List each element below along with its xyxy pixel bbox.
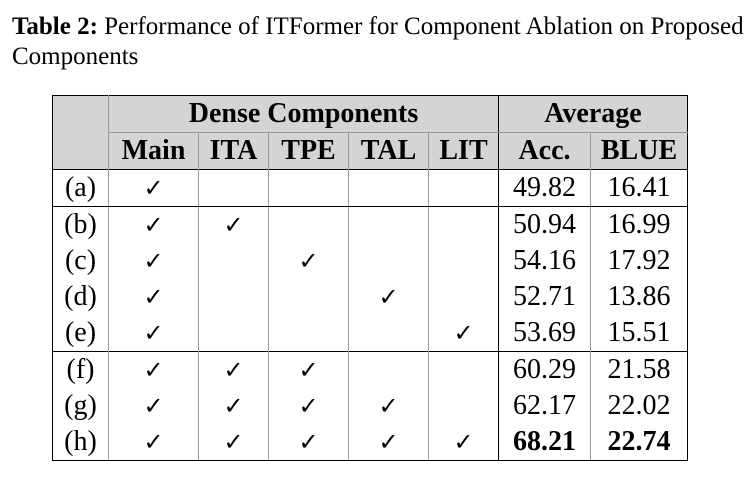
cell-acc: 60.29: [498, 351, 591, 388]
row-label: (g): [52, 388, 109, 424]
table-row: (a) ✓ 49.82 16.41: [52, 169, 688, 207]
cell-acc: 49.82: [498, 169, 591, 207]
cell-tal: [348, 315, 429, 352]
table-row: (d) ✓ ✓ 52.71 13.86: [52, 279, 688, 315]
header-corner-cell: [52, 132, 109, 170]
cell-blue: 22.02: [590, 388, 688, 424]
cell-blue: 15.51: [590, 315, 688, 352]
row-label: (e): [52, 315, 109, 352]
cell-main: ✓: [108, 206, 199, 243]
table-row: (h) ✓ ✓ ✓ ✓ ✓ 68.21 22.74: [52, 424, 688, 461]
dense-components-header: Dense Components: [108, 95, 499, 133]
cell-tal: [348, 243, 429, 279]
cell-tpe: [268, 206, 349, 243]
cell-acc: 53.69: [498, 315, 591, 352]
cell-blue-best: 22.74: [590, 424, 688, 461]
caption-text: Performance of ITFormer for Component Ab…: [12, 13, 744, 70]
col-header-tpe: TPE: [268, 132, 349, 170]
cell-ita: [198, 315, 269, 352]
cell-ita: [198, 279, 269, 315]
row-label: (d): [52, 279, 109, 315]
cell-acc: 50.94: [498, 206, 591, 243]
cell-lit: [429, 243, 499, 279]
cell-acc-best: 68.21: [498, 424, 591, 461]
col-header-lit: LIT: [428, 132, 499, 170]
cell-tpe: ✓: [268, 243, 349, 279]
ablation-table: Dense Components Average Main ITA TPE TA…: [52, 95, 688, 461]
cell-lit: [429, 207, 499, 244]
cell-blue: 16.99: [590, 206, 688, 243]
cell-tpe: [268, 279, 349, 315]
col-header-tal: TAL: [348, 132, 429, 170]
cell-main: ✓: [108, 388, 199, 424]
row-label: (f): [52, 351, 109, 388]
cell-tal: [348, 206, 429, 243]
cell-tal: ✓: [348, 279, 429, 315]
row-label: (h): [52, 424, 109, 461]
table-caption: Table 2: Performance of ITFormer for Com…: [12, 12, 747, 72]
cell-blue: 13.86: [590, 279, 688, 315]
cell-blue: 17.92: [590, 243, 688, 279]
cell-tpe: ✓: [268, 351, 349, 388]
cell-ita: ✓: [198, 206, 269, 243]
cell-ita: ✓: [198, 351, 269, 388]
cell-tpe: [268, 315, 349, 352]
cell-acc: 62.17: [498, 388, 591, 424]
table-row: (f) ✓ ✓ ✓ 60.29 21.58: [52, 351, 688, 388]
cell-lit: [428, 351, 499, 388]
header-corner-cell: [52, 95, 109, 133]
cell-tal: [348, 351, 429, 388]
cell-lit: [429, 279, 499, 315]
col-header-acc: Acc.: [498, 132, 591, 170]
cell-acc: 54.16: [498, 243, 591, 279]
cell-tpe: [268, 169, 349, 207]
col-header-ita: ITA: [198, 132, 269, 170]
cell-main: ✓: [108, 351, 199, 388]
cell-main: ✓: [108, 424, 199, 461]
col-header-main: Main: [108, 132, 199, 170]
cell-lit: ✓: [453, 319, 474, 347]
cell-lit: [429, 388, 499, 424]
cell-acc: 52.71: [498, 279, 591, 315]
cell-ita: [198, 243, 269, 279]
cell-main: ✓: [108, 243, 199, 279]
cell-tal: [348, 169, 429, 207]
cell-tal: ✓: [348, 388, 429, 424]
cell-main: ✓: [108, 315, 199, 352]
row-label: (b): [52, 206, 109, 243]
cell-blue: 21.58: [590, 351, 688, 388]
col-header-blue: BLUE: [590, 132, 688, 170]
cell-main: ✓: [108, 169, 199, 207]
cell-lit: ✓: [428, 424, 499, 461]
cell-ita: ✓: [198, 424, 269, 461]
table-row: (c) ✓ ✓ 54.16 17.92: [52, 243, 688, 279]
table-row: (e) ✓ ✓ 53.69 15.51: [52, 315, 688, 352]
table-row: (b) ✓ ✓ 50.94 16.99: [52, 206, 688, 244]
average-header: Average: [498, 95, 688, 133]
table-row: (g) ✓ ✓ ✓ ✓ 62.17 22.02: [52, 388, 688, 424]
row-label: (a): [52, 169, 109, 207]
cell-tpe: ✓: [268, 388, 349, 424]
cell-tpe: ✓: [268, 424, 349, 461]
cell-ita: [198, 169, 269, 207]
cell-lit: [428, 169, 499, 207]
cell-tal: ✓: [348, 424, 429, 461]
row-label: (c): [52, 243, 109, 279]
column-header-row: Main ITA TPE TAL LIT Acc. BLUE: [52, 132, 688, 170]
cell-ita: ✓: [198, 388, 269, 424]
cell-main: ✓: [108, 279, 199, 315]
caption-label: Table 2:: [12, 13, 98, 40]
cell-blue: 16.41: [590, 169, 688, 207]
group-header-row: Dense Components Average: [52, 95, 688, 133]
